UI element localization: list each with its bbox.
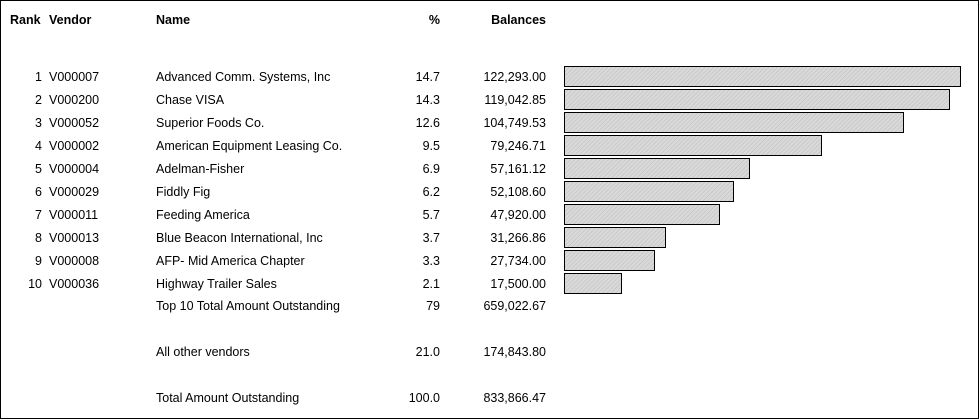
row-percent: 3.3 <box>422 254 440 268</box>
row-rank: 3 <box>35 116 42 130</box>
row-rank: 5 <box>35 162 42 176</box>
balance-bar <box>564 273 622 294</box>
row-balance: 27,734.00 <box>490 254 546 268</box>
row-balance: 79,246.71 <box>490 139 546 153</box>
row-vendor-name: American Equipment Leasing Co. <box>156 139 343 153</box>
row-vendor-name: Adelman-Fisher <box>156 162 245 176</box>
row-balance: 119,042.85 <box>484 93 546 107</box>
header-vendor: Vendor <box>49 13 92 27</box>
top10-total-balance: 659,022.67 <box>483 299 546 313</box>
row-vendor-name: Superior Foods Co. <box>156 116 265 130</box>
row-rank: 8 <box>35 231 42 245</box>
header-percent: % <box>428 13 440 27</box>
row-vendor-name: Feeding America <box>156 208 250 222</box>
top10-total-percent: 79 <box>426 299 440 313</box>
row-vendor-name: Advanced Comm. Systems, Inc <box>156 70 331 84</box>
balance-bar <box>564 227 666 248</box>
row-percent: 14.7 <box>415 70 440 84</box>
row-percent: 12.6 <box>415 116 440 130</box>
balance-bar <box>564 181 734 202</box>
other-vendors-percent: 21.0 <box>415 345 440 359</box>
balance-bar <box>564 89 950 110</box>
row-vendor-id: V000004 <box>49 162 100 176</box>
row-rank: 6 <box>35 185 42 199</box>
row-vendor-id: V000013 <box>49 231 100 245</box>
row-percent: 6.2 <box>422 185 440 199</box>
row-rank: 10 <box>28 277 42 291</box>
other-vendors-balance: 174,843.80 <box>483 345 546 359</box>
row-percent: 2.1 <box>422 277 440 291</box>
balance-bar <box>564 204 720 225</box>
row-percent: 9.5 <box>422 139 440 153</box>
row-balance: 17,500.00 <box>490 277 546 291</box>
row-percent: 3.7 <box>422 231 440 245</box>
other-vendors-label: All other vendors <box>156 345 250 359</box>
row-rank: 1 <box>35 70 42 84</box>
row-vendor-id: V000011 <box>49 208 99 222</box>
row-rank: 2 <box>35 93 42 107</box>
row-percent: 14.3 <box>415 93 440 107</box>
grand-total-balance: 833,866.47 <box>483 391 546 405</box>
row-vendor-id: V000200 <box>49 93 100 107</box>
header-name: Name <box>156 13 191 27</box>
top10-total-label: Top 10 Total Amount Outstanding <box>156 299 340 313</box>
balance-bar <box>564 112 904 133</box>
row-rank: 4 <box>35 139 42 153</box>
row-balance: 31,266.86 <box>490 231 546 245</box>
row-vendor-name: AFP- Mid America Chapter <box>156 254 305 268</box>
balance-bar <box>564 250 655 271</box>
header-rank: Rank <box>10 13 41 27</box>
grand-total-percent: 100.0 <box>408 391 440 405</box>
balance-bar <box>564 66 961 87</box>
row-vendor-id: V000029 <box>49 185 100 199</box>
row-balance: 122,293.00 <box>483 70 546 84</box>
row-vendor-name: Blue Beacon International, Inc <box>156 231 323 245</box>
grand-total-label: Total Amount Outstanding <box>156 391 300 405</box>
row-vendor-id: V000007 <box>49 70 100 84</box>
header-balances: Balances <box>491 13 546 27</box>
row-balance: 104,749.53 <box>483 116 546 130</box>
row-rank: 7 <box>35 208 42 222</box>
row-balance: 52,108.60 <box>490 185 546 199</box>
row-vendor-id: V000036 <box>49 277 100 291</box>
row-vendor-id: V000008 <box>49 254 100 268</box>
row-balance: 47,920.00 <box>490 208 546 222</box>
row-balance: 57,161.12 <box>490 162 546 176</box>
row-vendor-name: Fiddly Fig <box>156 185 211 199</box>
row-vendor-name: Chase VISA <box>156 93 225 107</box>
row-rank: 9 <box>35 254 42 268</box>
balance-bar <box>564 135 822 156</box>
row-vendor-id: V000002 <box>49 139 100 153</box>
row-vendor-id: V000052 <box>49 116 100 130</box>
row-percent: 5.7 <box>422 208 440 222</box>
row-percent: 6.9 <box>422 162 440 176</box>
row-vendor-name: Highway Trailer Sales <box>156 277 277 291</box>
balance-bar <box>564 158 750 179</box>
